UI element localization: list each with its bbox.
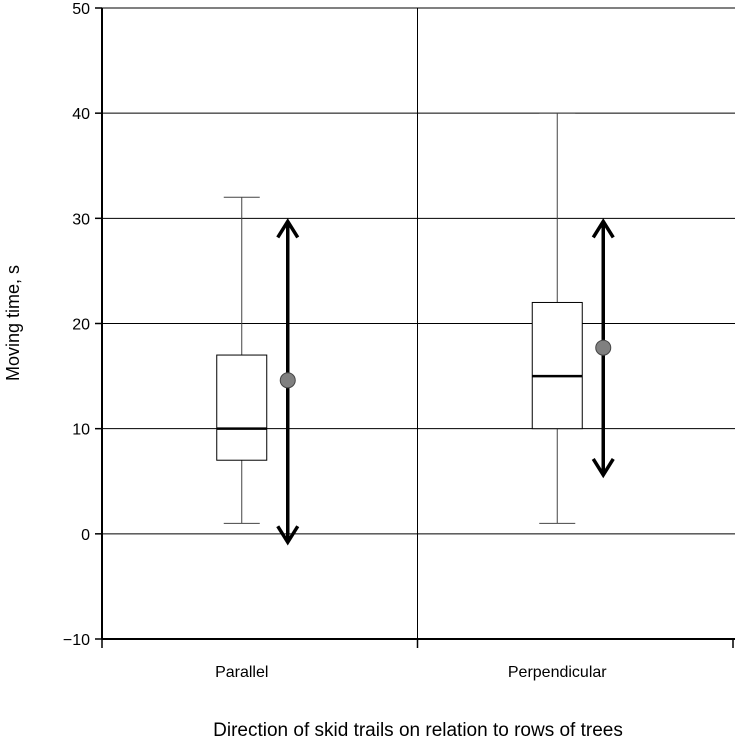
mean-marker bbox=[279, 372, 296, 389]
iqr-box bbox=[216, 354, 268, 461]
y-tick-label: 30 bbox=[72, 211, 90, 228]
mean-marker bbox=[595, 339, 612, 356]
y-tick-label: 20 bbox=[72, 317, 90, 334]
box-marks bbox=[216, 112, 615, 546]
iqr-box bbox=[531, 301, 583, 430]
y-tick-label: 10 bbox=[72, 422, 90, 439]
y-tick-label: −10 bbox=[63, 632, 90, 649]
y-tick-label: 0 bbox=[81, 527, 90, 544]
y-tick-label: 40 bbox=[72, 106, 90, 123]
x-tick-label: Perpendicular bbox=[508, 664, 607, 681]
axes: −10 0 10 20 30 40 50 Parallel Perpendicular bbox=[63, 1, 735, 681]
x-axis-label: Direction of skid trails on relation to … bbox=[213, 720, 623, 741]
y-tick-label: 50 bbox=[72, 1, 90, 18]
arrow-head-up bbox=[591, 218, 615, 239]
x-tick-label: Parallel bbox=[215, 664, 268, 681]
arrow-head-down bbox=[591, 458, 615, 479]
y-axis-label: Moving time, s bbox=[3, 265, 23, 381]
arrow-head-up bbox=[276, 218, 300, 239]
arrow-head-down bbox=[276, 525, 300, 546]
gridlines bbox=[102, 7, 735, 639]
